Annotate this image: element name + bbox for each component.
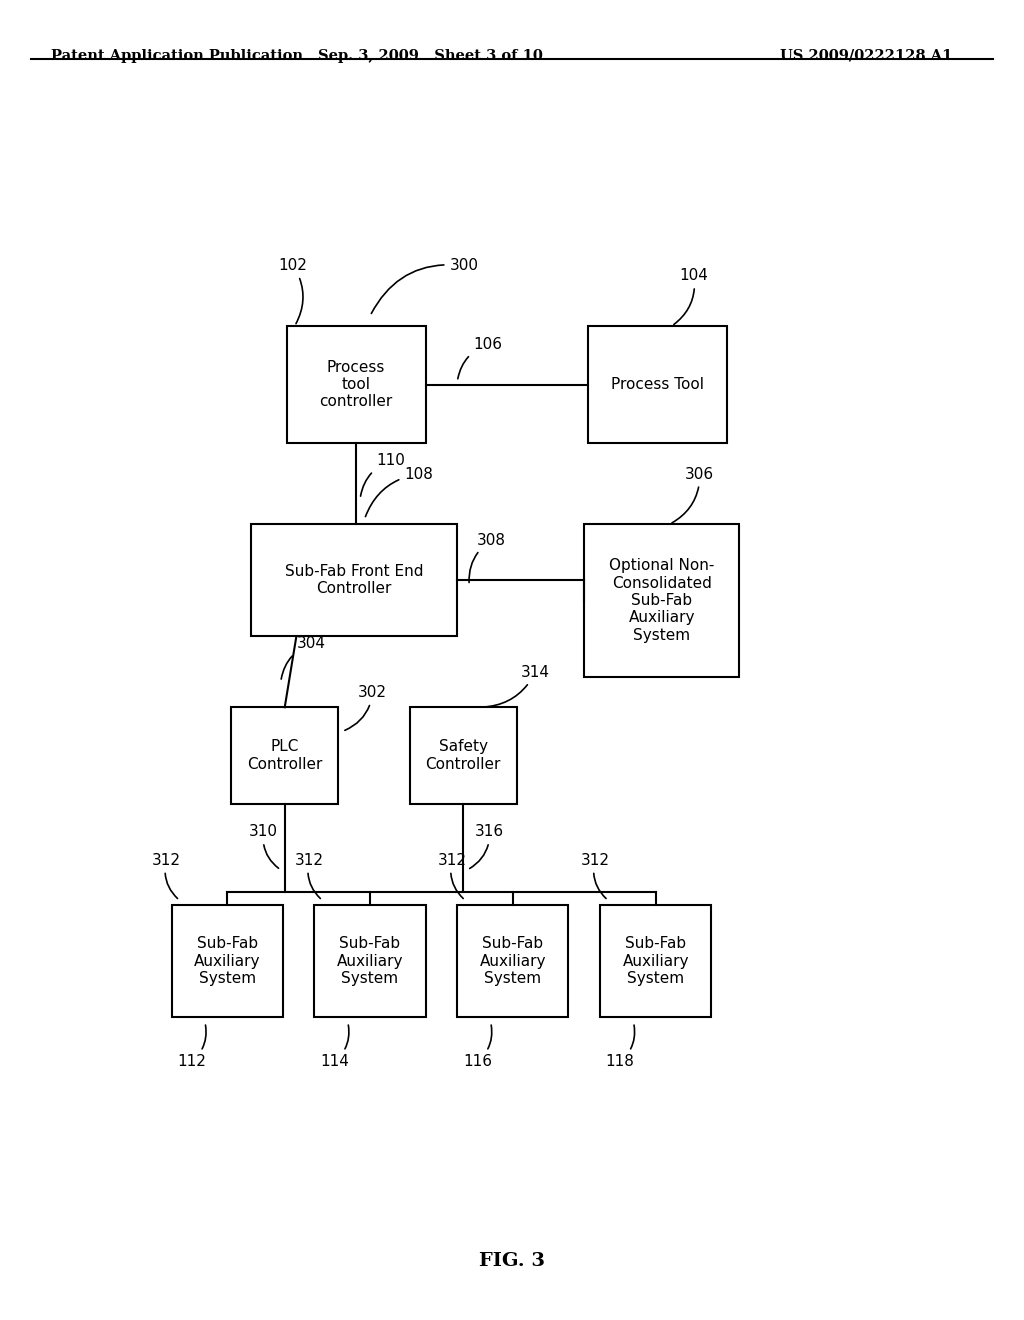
Text: 112: 112 <box>177 1026 206 1069</box>
Bar <box>251 524 458 636</box>
Text: 312: 312 <box>581 853 609 899</box>
Text: Process
tool
controller: Process tool controller <box>319 359 393 409</box>
Text: Sub-Fab
Auxiliary
System: Sub-Fab Auxiliary System <box>479 936 546 986</box>
Text: Sub-Fab Front End
Controller: Sub-Fab Front End Controller <box>285 564 424 597</box>
Text: 110: 110 <box>360 453 404 496</box>
Text: 314: 314 <box>482 665 550 708</box>
Text: 304: 304 <box>282 636 326 678</box>
Text: 302: 302 <box>345 685 387 730</box>
Text: Sep. 3, 2009   Sheet 3 of 10: Sep. 3, 2009 Sheet 3 of 10 <box>317 49 543 63</box>
Bar <box>600 906 712 1018</box>
Bar <box>172 906 283 1018</box>
Bar <box>231 708 338 804</box>
Text: 106: 106 <box>458 337 502 379</box>
Bar <box>458 906 568 1018</box>
Text: Sub-Fab
Auxiliary
System: Sub-Fab Auxiliary System <box>623 936 689 986</box>
Text: 118: 118 <box>606 1026 635 1069</box>
Text: 102: 102 <box>279 259 307 323</box>
Bar <box>585 524 739 677</box>
Text: 306: 306 <box>672 466 715 523</box>
Text: 312: 312 <box>152 853 181 899</box>
Text: Safety
Controller: Safety Controller <box>426 739 501 772</box>
Text: 308: 308 <box>469 533 506 582</box>
Text: 116: 116 <box>463 1026 492 1069</box>
Text: Sub-Fab
Auxiliary
System: Sub-Fab Auxiliary System <box>337 936 403 986</box>
Text: Patent Application Publication: Patent Application Publication <box>51 49 303 63</box>
Text: PLC
Controller: PLC Controller <box>247 739 323 772</box>
Text: 114: 114 <box>321 1026 349 1069</box>
Text: 312: 312 <box>437 853 467 899</box>
Text: Process Tool: Process Tool <box>611 378 705 392</box>
Bar <box>287 326 426 444</box>
Bar <box>410 708 517 804</box>
Text: 312: 312 <box>295 853 324 899</box>
Text: Optional Non-
Consolidated
Sub-Fab
Auxiliary
System: Optional Non- Consolidated Sub-Fab Auxil… <box>609 558 715 643</box>
Text: 310: 310 <box>249 824 279 869</box>
Text: US 2009/0222128 A1: US 2009/0222128 A1 <box>780 49 952 63</box>
Text: 316: 316 <box>470 824 505 869</box>
Text: FIG. 3: FIG. 3 <box>479 1251 545 1270</box>
Text: 108: 108 <box>366 466 433 516</box>
Bar <box>314 906 426 1018</box>
Bar <box>588 326 727 444</box>
Text: 104: 104 <box>674 268 709 325</box>
Text: 300: 300 <box>372 259 478 313</box>
Text: Sub-Fab
Auxiliary
System: Sub-Fab Auxiliary System <box>194 936 260 986</box>
